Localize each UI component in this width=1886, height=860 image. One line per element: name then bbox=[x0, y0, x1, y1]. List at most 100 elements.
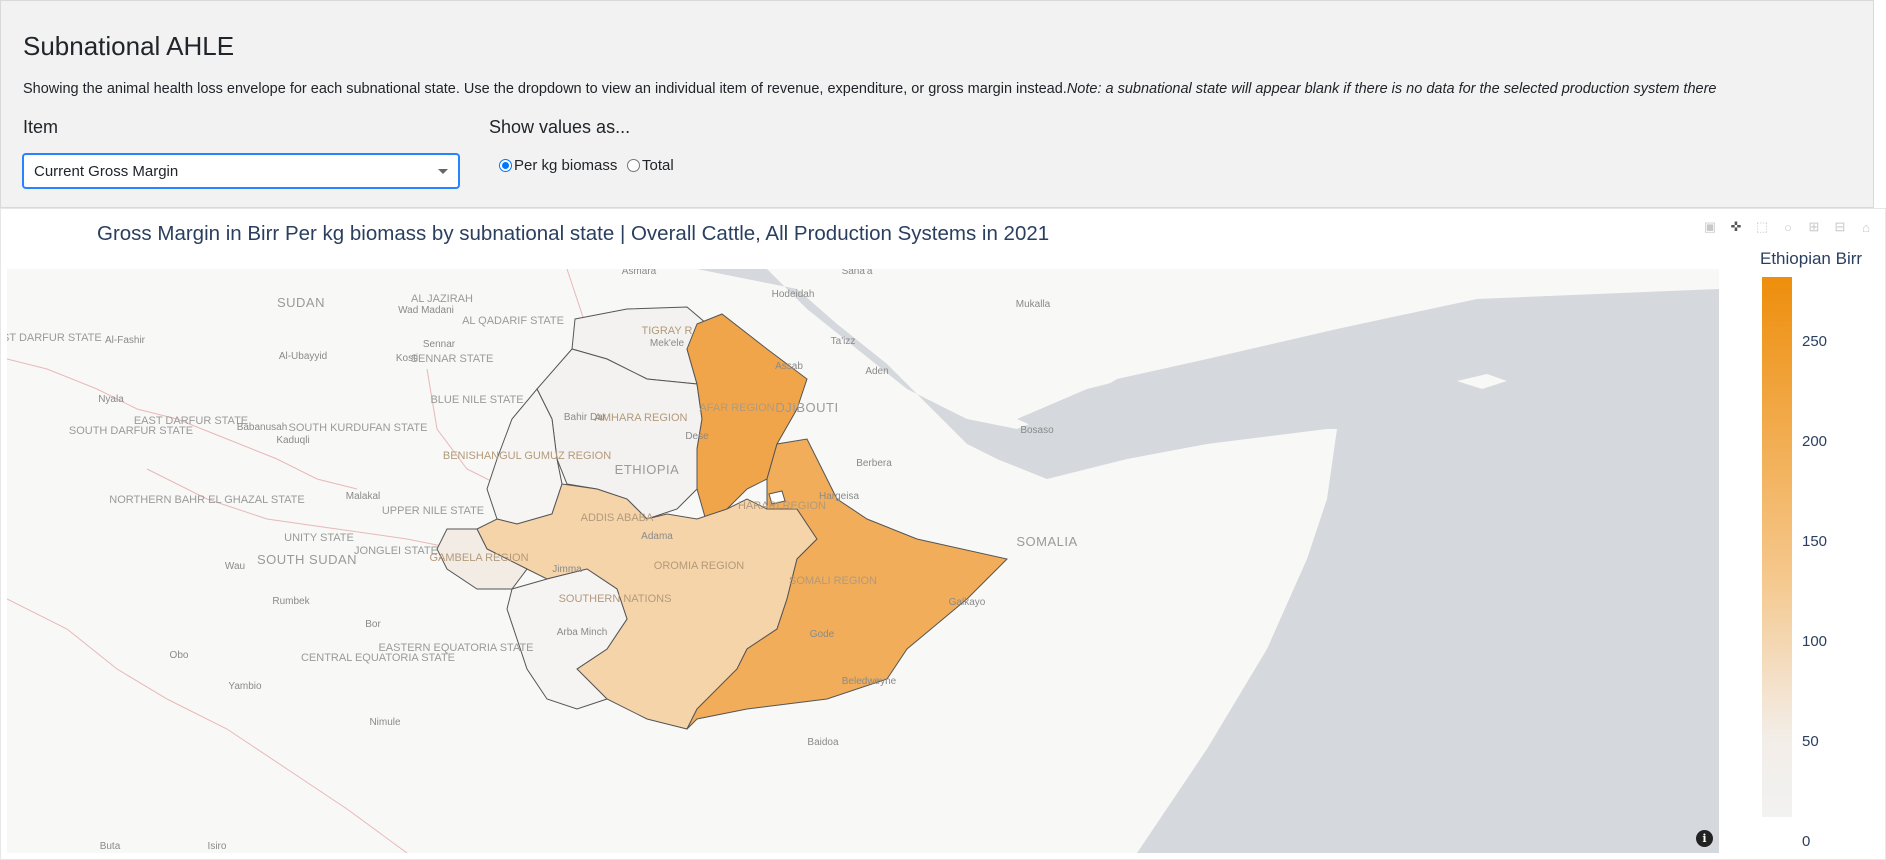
region-label: AFAR REGION bbox=[699, 402, 774, 414]
country-label: SOMALIA bbox=[1016, 534, 1077, 549]
place-label: EAST DARFUR STATE bbox=[134, 415, 248, 427]
place-label: Aden bbox=[865, 366, 888, 377]
region-somali bbox=[686, 438, 1008, 730]
colorbar: Ethiopian Birr 250 200 150 100 50 0 bbox=[1760, 245, 1880, 850]
map-graph: Gross Margin in Birr Per kg biomass by s… bbox=[0, 208, 1886, 860]
region-label: BENISHANGUL GUMUZ REGION bbox=[443, 450, 611, 462]
info-icon[interactable]: i bbox=[1696, 830, 1713, 847]
place-label: Yambio bbox=[228, 681, 262, 692]
place-label: Obo bbox=[170, 650, 189, 661]
radio-per-kg-biomass[interactable]: Per kg biomass bbox=[499, 157, 617, 174]
colorbar-tick: 250 bbox=[1802, 333, 1828, 350]
description-text: Showing the animal health loss envelope … bbox=[23, 81, 1067, 97]
item-dropdown[interactable]: Current Gross Margin bbox=[23, 154, 459, 188]
country-label: DJIBOUTI bbox=[775, 400, 838, 415]
radio-total-label: Total bbox=[642, 157, 674, 174]
country-label: SUDAN bbox=[277, 295, 325, 310]
place-label: Rumbek bbox=[272, 596, 310, 607]
place-label: UNITY STATE bbox=[284, 532, 354, 544]
place-label: Babanusah bbox=[237, 422, 288, 433]
region-afar bbox=[686, 313, 808, 525]
modebar: ▣ ✜ ⬚ ○ ⊞ ⊟ ⌂ bbox=[1701, 219, 1875, 235]
map-svg: SUDAN ETHIOPIA DJIBOUTI SOMALIA SOUTH SU… bbox=[7, 269, 1719, 853]
country-label: ETHIOPIA bbox=[615, 462, 680, 477]
place-label: BLUE NILE STATE bbox=[430, 394, 523, 406]
socotra-island bbox=[1457, 374, 1507, 389]
place-label: Ta'izz bbox=[831, 336, 856, 347]
place-label: Mek'ele bbox=[650, 338, 685, 349]
place-label: Bahir Dar bbox=[564, 412, 607, 423]
gulf-of-aden bbox=[1017, 299, 1719, 459]
region-label: AMHARA REGION bbox=[595, 412, 688, 424]
colorbar-tick: 200 bbox=[1802, 433, 1828, 450]
place-label: Jimma bbox=[552, 564, 582, 575]
colorbar-gradient bbox=[1762, 277, 1792, 817]
page-description: Showing the animal health loss envelope … bbox=[23, 81, 1716, 97]
place-label: Gode bbox=[810, 629, 835, 640]
place-label: SOUTH KURDUFAN STATE bbox=[289, 422, 428, 434]
radio-per-kg-dot[interactable] bbox=[499, 159, 512, 172]
show-values-label: Show values as... bbox=[489, 117, 631, 137]
region-label: ADDIS ABABA bbox=[581, 512, 654, 524]
item-label: Item bbox=[23, 117, 59, 137]
place-label: Arba Minch bbox=[557, 627, 608, 638]
place-label: SENNAR STATE bbox=[411, 353, 494, 365]
place-label: Dese bbox=[685, 431, 709, 442]
home-icon[interactable]: ⌂ bbox=[1862, 219, 1870, 235]
radio-total[interactable]: Total bbox=[627, 157, 674, 174]
colorbar-tick: 50 bbox=[1802, 733, 1819, 750]
place-label: EASTERN EQUATORIA STATE bbox=[378, 642, 533, 654]
lasso-select-icon[interactable]: ○ bbox=[1784, 219, 1792, 235]
controls-panel: Subnational AHLE Showing the animal heal… bbox=[0, 0, 1874, 208]
place-label: Mukalla bbox=[1016, 299, 1051, 310]
place-label: Al-Fashir bbox=[105, 335, 146, 346]
pan-icon[interactable]: ✜ bbox=[1730, 219, 1742, 234]
colorbar-title: Ethiopian Birr bbox=[1760, 249, 1863, 268]
place-label: Wad Madani bbox=[398, 305, 454, 316]
region-label: SOMALI REGION bbox=[789, 575, 877, 587]
place-label: Bosaso bbox=[1020, 425, 1054, 436]
region-label: GAMBELA REGION bbox=[429, 552, 528, 564]
place-label: Sana'a bbox=[842, 269, 873, 277]
place-label: AL QADARIF STATE bbox=[462, 315, 564, 327]
place-label: Buta bbox=[100, 841, 121, 852]
place-label: Kaduqli bbox=[276, 435, 309, 446]
place-label: AL JAZIRAH bbox=[411, 293, 473, 305]
box-select-icon[interactable]: ⬚ bbox=[1755, 219, 1769, 234]
region-label: SOUTHERN NATIONS bbox=[559, 593, 672, 605]
chart-title: Gross Margin in Birr Per kg biomass by s… bbox=[97, 222, 1050, 245]
place-label: Hodeidah bbox=[772, 289, 815, 300]
place-label: Nimule bbox=[369, 717, 401, 728]
radio-total-dot[interactable] bbox=[627, 159, 640, 172]
colorbar-tick: 100 bbox=[1802, 633, 1828, 650]
place-label: Malakal bbox=[346, 491, 380, 502]
region-label: TIGRAY R bbox=[642, 325, 693, 337]
place-label: Isiro bbox=[208, 841, 227, 852]
place-label: Beledweyne bbox=[842, 676, 897, 687]
zoom-out-icon[interactable]: ⊟ bbox=[1834, 219, 1846, 234]
place-label: Hargeisa bbox=[819, 491, 859, 502]
place-label: Wau bbox=[225, 561, 245, 572]
place-label: JONGLEI STATE bbox=[354, 545, 438, 557]
radio-per-kg-label: Per kg biomass bbox=[514, 157, 618, 174]
colorbar-tick: 0 bbox=[1802, 833, 1811, 850]
choropleth-map[interactable]: SUDAN ETHIOPIA DJIBOUTI SOMALIA SOUTH SU… bbox=[7, 269, 1719, 853]
item-dropdown-value: Current Gross Margin bbox=[34, 163, 179, 180]
camera-icon[interactable]: ▣ bbox=[1703, 219, 1717, 234]
place-label: Nyala bbox=[98, 394, 124, 405]
place-label: Asmara bbox=[622, 269, 657, 277]
region-harari bbox=[768, 490, 786, 505]
region-snnp bbox=[506, 568, 628, 710]
zoom-in-icon[interactable]: ⊞ bbox=[1808, 219, 1820, 234]
place-label: Kosti bbox=[396, 353, 418, 364]
place-label: NORTHERN BAHR EL GHAZAL STATE bbox=[109, 494, 304, 506]
place-label: Sennar bbox=[423, 339, 456, 350]
place-label: CENTRAL EQUATORIA STATE bbox=[301, 652, 455, 664]
description-note: Note: a subnational state will appear bl… bbox=[1066, 81, 1717, 97]
region-label: HARARI REGION bbox=[738, 500, 826, 512]
place-label: Berbera bbox=[856, 458, 892, 469]
chevron-down-icon[interactable] bbox=[438, 169, 448, 174]
country-label: SOUTH SUDAN bbox=[257, 552, 357, 567]
place-label: Baidoa bbox=[807, 737, 839, 748]
page-title: Subnational AHLE bbox=[23, 31, 235, 61]
